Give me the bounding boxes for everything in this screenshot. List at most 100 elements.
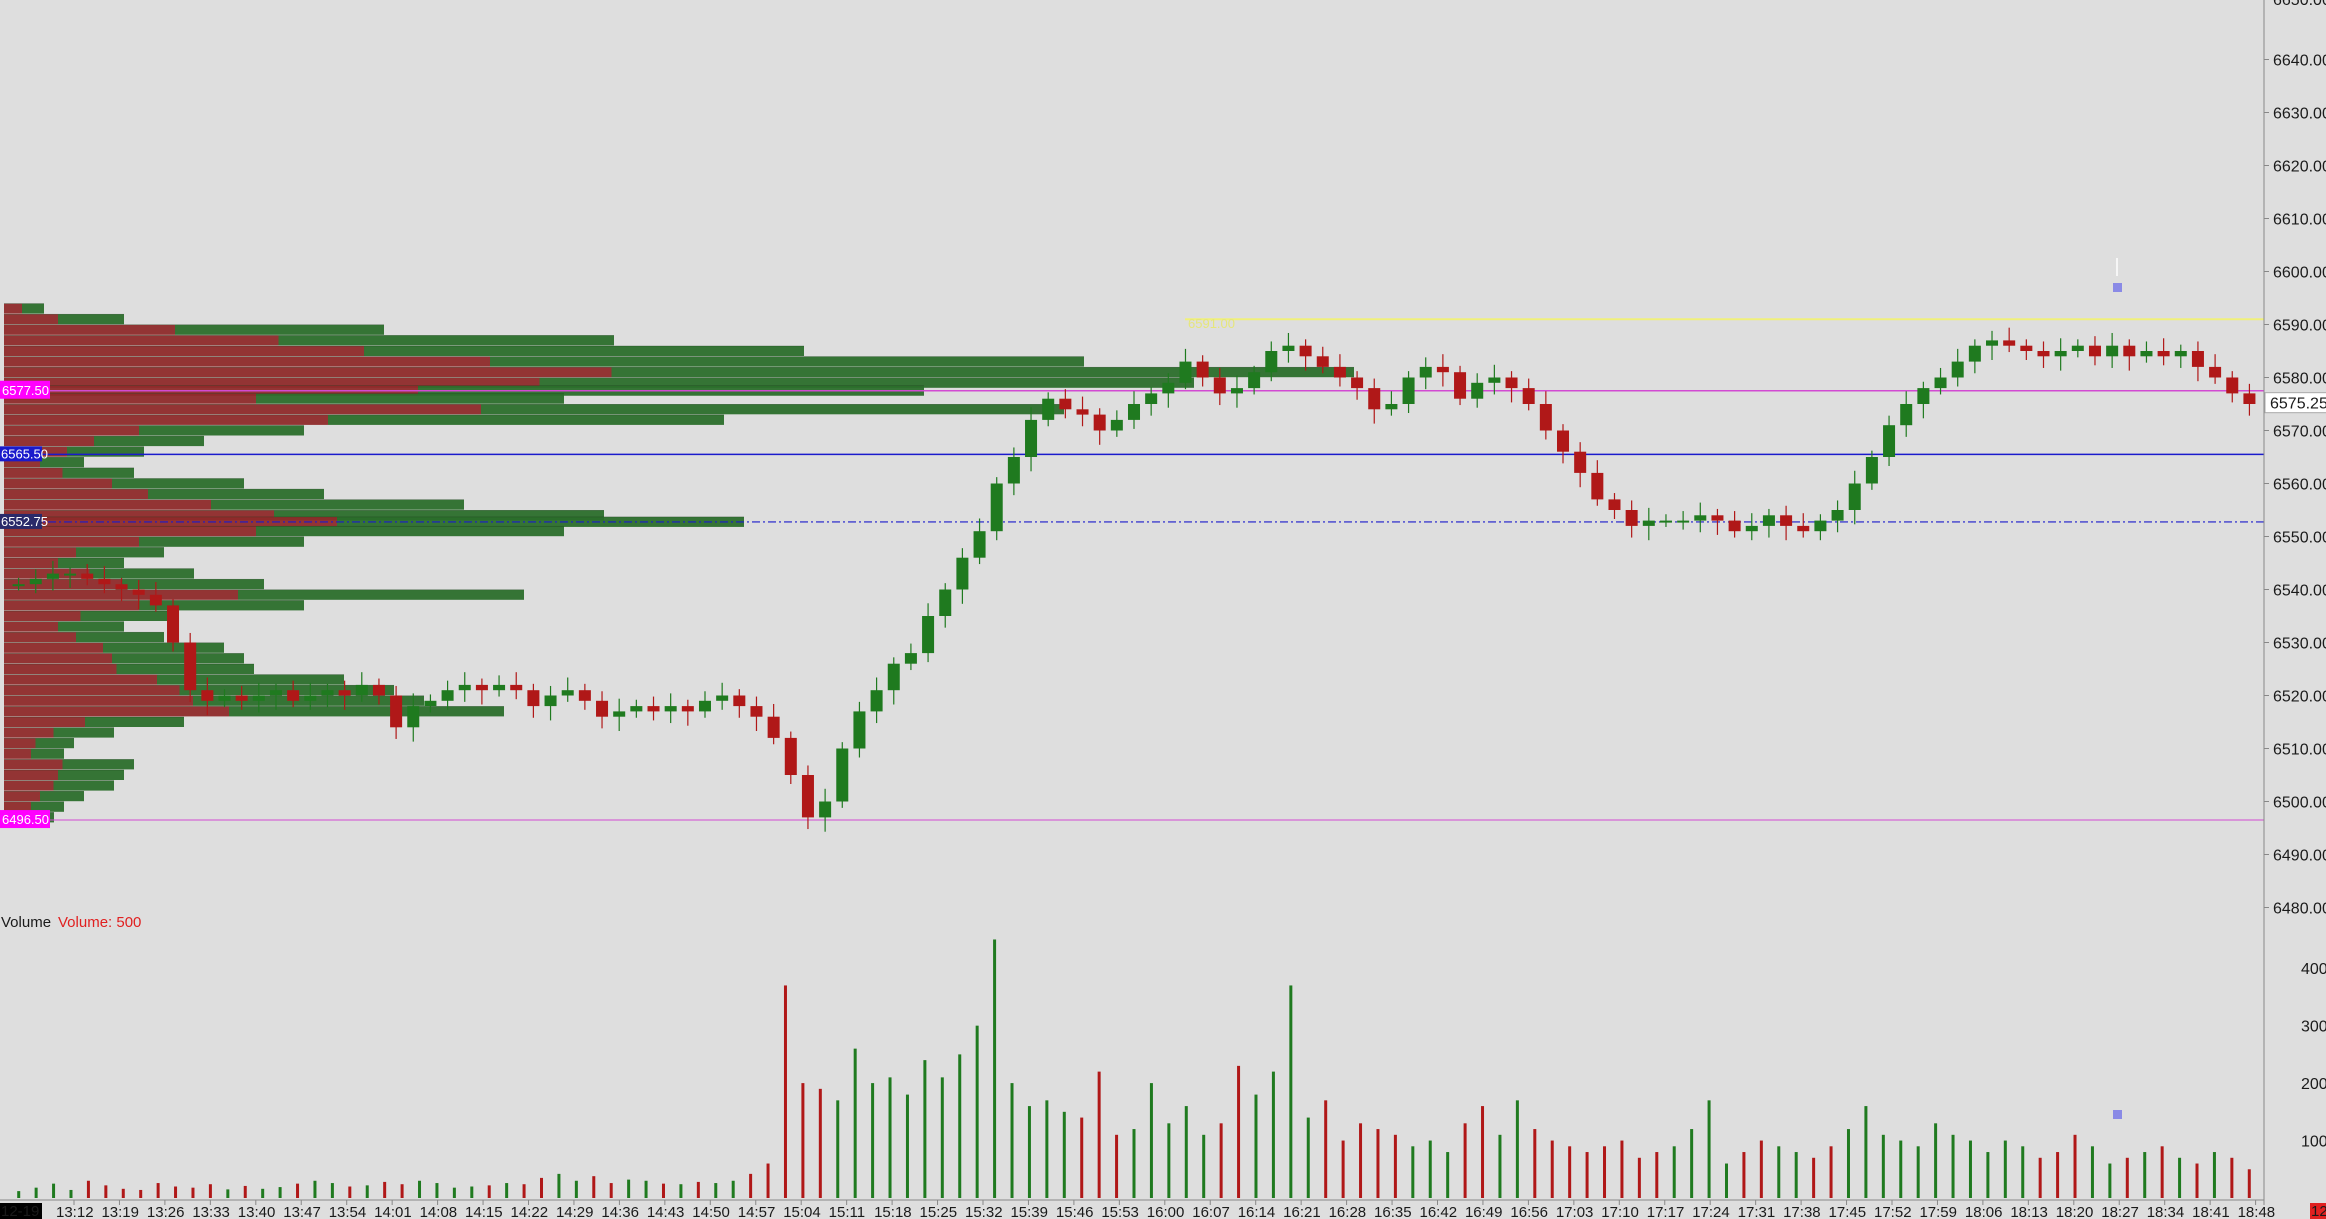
candle-body — [1333, 366, 1346, 378]
candle-body — [630, 706, 643, 712]
candle-body — [1986, 340, 1999, 346]
candle-body — [596, 700, 609, 717]
volume-bar — [923, 1060, 927, 1198]
volume-bar — [1237, 1065, 1241, 1198]
time-tick-label: 17:03 — [1556, 1204, 1594, 1219]
candle-body — [527, 690, 540, 707]
price-tick-label: 6560.00 — [2273, 477, 2326, 494]
profile-row-sell — [4, 499, 211, 510]
profile-row-sell — [4, 600, 139, 611]
candle-body — [1213, 377, 1226, 394]
candle-body — [1762, 515, 1775, 526]
volume-bar — [52, 1183, 56, 1198]
candle-body — [2003, 340, 2016, 346]
volume-bar — [2143, 1152, 2147, 1198]
candle-body — [1127, 404, 1141, 420]
last-price-box — [2264, 392, 2326, 414]
time-tick-label: 17:10 — [1601, 1204, 1639, 1219]
price-tick-label: 6640.00 — [2273, 53, 2326, 70]
profile-row-sell — [4, 547, 76, 558]
profile-row-sell — [4, 404, 481, 415]
candle-body — [201, 690, 214, 701]
session-low-tag-box — [0, 810, 50, 829]
profile-row-sell — [4, 356, 490, 367]
volume-axis: 4000 3000 2000 1000 — [2301, 961, 2326, 1150]
candle-body — [2071, 345, 2084, 351]
candle-body — [1574, 451, 1587, 473]
time-tick-label: 18:20 — [2056, 1204, 2094, 1219]
volume-bar — [1724, 1163, 1728, 1198]
volume-bar — [1881, 1134, 1885, 1198]
profile-row-sell — [4, 664, 117, 674]
volume-bar — [1149, 1083, 1153, 1198]
value-area-tag-label: 6565.50 — [1, 446, 48, 461]
profile-row-sell — [4, 717, 85, 727]
volume-bar — [696, 1181, 700, 1198]
time-tick-label: 17:59 — [1919, 1204, 1957, 1219]
profile-row-buy — [175, 324, 384, 335]
volume-bar — [2212, 1152, 2216, 1198]
volume-bar — [2108, 1163, 2112, 1198]
time-tick-label: 13:33 — [192, 1204, 230, 1219]
price-axis[interactable]: 6640.00 6630.00 6620.00 6610.00 6600.00 6590.… — [2263, 0, 2326, 1205]
profile-row-buy — [211, 499, 464, 510]
candle-body — [1059, 398, 1072, 410]
volume-bar — [574, 1180, 578, 1198]
volume-bar — [1376, 1129, 1380, 1198]
volume-bar — [1637, 1157, 1641, 1198]
end-time-badge-label: 12 — [2311, 1203, 2326, 1219]
profile-row-buy — [80, 611, 174, 621]
profile-row-sell — [4, 770, 58, 780]
volume-tick-label: 2000 — [2301, 1076, 2326, 1093]
volume-bar — [1080, 1117, 1084, 1198]
time-tick-label: 16:00 — [1147, 1204, 1185, 1219]
profile-row-buy — [256, 393, 564, 404]
last-price-label: 6575.25 — [2270, 396, 2326, 413]
volume-bar — [1655, 1152, 1659, 1198]
price-tick-label: 6580.00 — [2273, 371, 2326, 388]
candle-body — [1659, 520, 1672, 523]
volume-bar — [679, 1184, 683, 1198]
time-tick-label: 16:56 — [1510, 1204, 1548, 1219]
volume-bar — [1794, 1152, 1798, 1198]
candle-body — [922, 616, 935, 654]
end-time-badge — [2310, 1203, 2326, 1219]
candle-body — [475, 684, 488, 691]
volume-bar — [871, 1083, 875, 1198]
volume-bar — [644, 1180, 648, 1198]
volume-bar — [348, 1186, 352, 1198]
candle-body — [1505, 377, 1518, 389]
time-axis[interactable]: 12-19 13:12 13:19 13:26 13:33 13:40 13:47 13:54… — [0, 1199, 2326, 1219]
volume-bar — [1289, 985, 1293, 1198]
candle-body — [1351, 377, 1364, 389]
profile-row-buy — [121, 579, 264, 590]
price-tick-label: 6490.00 — [2273, 848, 2326, 865]
profile-row-sell — [4, 526, 256, 537]
profile-row-buy — [31, 748, 64, 759]
profile-row-sell — [4, 314, 58, 325]
volume-bar — [2195, 1163, 2199, 1198]
volume-tick-label: 1000 — [2301, 1134, 2326, 1151]
time-tick-label: 18:48 — [2238, 1204, 2276, 1219]
candle-body — [1110, 419, 1123, 431]
volume-bar — [86, 1180, 90, 1198]
candle-body — [1471, 382, 1484, 399]
candle-body — [1385, 404, 1398, 410]
candle-body — [2123, 345, 2136, 357]
profile-row-sell — [4, 642, 103, 653]
profile-row-buy — [76, 547, 164, 558]
candle-body — [167, 605, 180, 643]
mid-level-tag-box — [0, 513, 42, 529]
candle-body — [12, 584, 25, 587]
candle-body — [681, 706, 694, 712]
volume-bar — [365, 1185, 369, 1198]
volume-bar — [1533, 1129, 1537, 1198]
candle-body — [1642, 520, 1655, 526]
candle-body — [1711, 515, 1724, 521]
volume-bar — [853, 1048, 857, 1198]
candle-body — [853, 711, 866, 749]
candle-body — [990, 483, 1003, 532]
volume-bars — [17, 939, 2251, 1198]
